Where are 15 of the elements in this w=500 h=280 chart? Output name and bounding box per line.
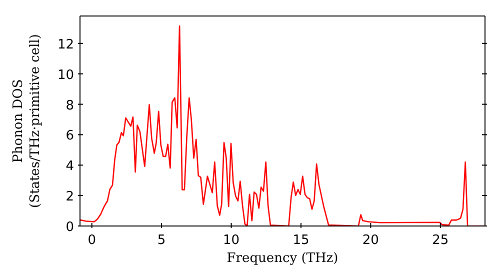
y-tick-label: 8 bbox=[66, 98, 74, 114]
y-tick-label: 2 bbox=[66, 190, 74, 205]
y-tick-label: 10 bbox=[57, 68, 74, 83]
y-tick-label: 4 bbox=[66, 159, 74, 174]
x-axis-title: Frequency (THz) bbox=[226, 251, 338, 266]
x-tick-label: 0 bbox=[88, 233, 96, 248]
x-tick-label: 25 bbox=[432, 233, 449, 248]
y-tick-label: 6 bbox=[66, 128, 74, 144]
y-tick-label: 0 bbox=[66, 220, 74, 235]
y-axis-title: Phonon DOS (States/THz·primitive cell) bbox=[11, 34, 43, 208]
y-tick-label: 12 bbox=[57, 37, 74, 52]
x-tick-label: 20 bbox=[362, 233, 379, 248]
x-tick-label: 15 bbox=[292, 233, 310, 248]
x-tick-label: 5 bbox=[157, 233, 166, 248]
x-tick-label: 10 bbox=[222, 233, 240, 248]
